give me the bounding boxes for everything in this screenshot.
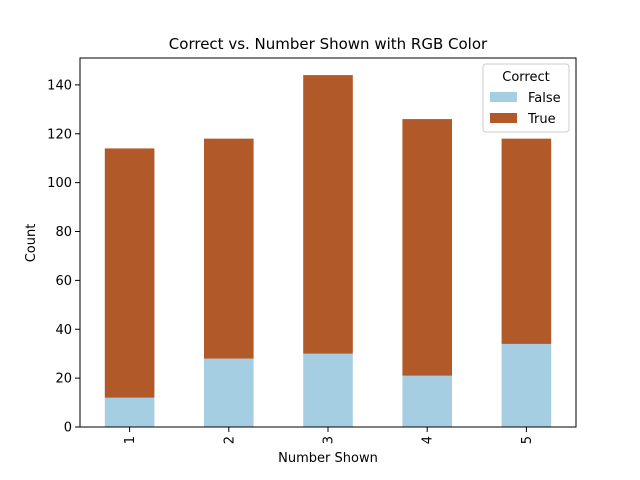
chart-title: Correct vs. Number Shown with RGB Color: [169, 35, 488, 53]
y-tick-label: 120: [47, 127, 72, 142]
legend-swatch-false: [490, 92, 517, 102]
bar-true-2: [204, 138, 254, 359]
y-tick-label: 100: [47, 176, 72, 191]
legend-swatch-true: [490, 113, 517, 123]
legend-label-true: True: [527, 112, 556, 127]
x-tick-label: 3: [322, 436, 337, 444]
bar-false-1: [104, 397, 155, 427]
y-tick-label: 60: [55, 274, 72, 289]
x-tick-label: 2: [222, 436, 237, 444]
y-axis-label: Count: [24, 224, 39, 263]
y-tick-label: 40: [55, 323, 72, 338]
bar-true-3: [303, 75, 353, 354]
legend-title: Correct: [502, 70, 549, 85]
legend-label-false: False: [528, 91, 561, 106]
x-tick-label: 4: [421, 436, 436, 444]
y-tick-label: 140: [47, 78, 72, 93]
bar-false-2: [204, 358, 254, 427]
bar-true-4: [402, 119, 452, 376]
y-tick-label: 80: [55, 225, 72, 240]
x-tick-label: 5: [520, 436, 535, 444]
bar-false-4: [402, 375, 452, 427]
bar-false-5: [501, 343, 552, 427]
x-axis-label: Number Shown: [278, 451, 378, 466]
bar-true-5: [501, 138, 552, 344]
y-tick-label: 0: [64, 421, 72, 436]
plot-area: 0 20 40 60 80 100 120 140 1 2 3 4 5: [47, 57, 577, 444]
bar-false-3: [303, 353, 353, 427]
legend: Correct False True: [482, 63, 570, 133]
x-tick-label: 1: [123, 436, 138, 444]
y-tick-label: 20: [55, 372, 72, 387]
bar-true-1: [104, 148, 155, 398]
